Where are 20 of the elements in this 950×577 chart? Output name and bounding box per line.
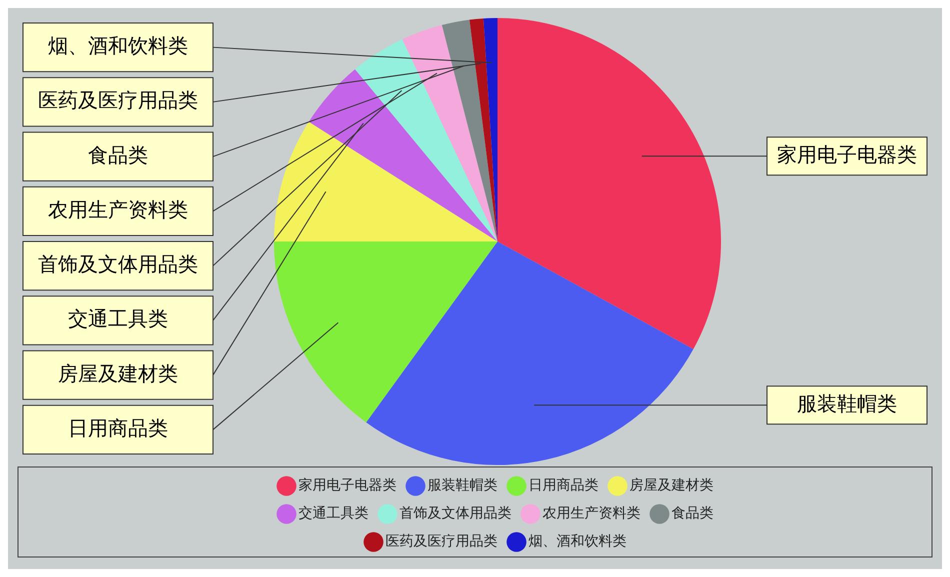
category-label: 日用商品类: [68, 416, 168, 440]
legend-label: 交通工具类: [298, 506, 368, 522]
legend-label: 烟、酒和饮料类: [528, 534, 626, 550]
legend-label: 农用生产资料类: [542, 506, 640, 522]
legend-label: 日用商品类: [528, 478, 598, 494]
slice-label: 首饰及文体用品类: [38, 252, 198, 276]
category-label: 农用生产资料类: [48, 197, 188, 222]
category-label: 烟、酒和饮料类: [48, 34, 188, 58]
legend-label: 家用电子电器类: [298, 478, 396, 494]
legend-label: 首饰及文体用品类: [400, 506, 512, 522]
slice-label: 医药及医疗用品类: [38, 88, 198, 112]
legend-label: 食品类: [672, 506, 714, 522]
category-label: 交通工具类: [68, 306, 168, 331]
legend-label: 服装鞋帽类: [428, 478, 498, 494]
legend-label: 医药及医疗用品类: [386, 534, 498, 550]
legend-label: 房屋及建材类: [630, 478, 714, 494]
category-label: 房屋及建材类: [58, 361, 178, 386]
category-label: 食品类: [88, 142, 148, 167]
slice-label: 服装鞋帽类: [797, 391, 897, 416]
slice-label: 家用电子电器类: [777, 142, 917, 166]
